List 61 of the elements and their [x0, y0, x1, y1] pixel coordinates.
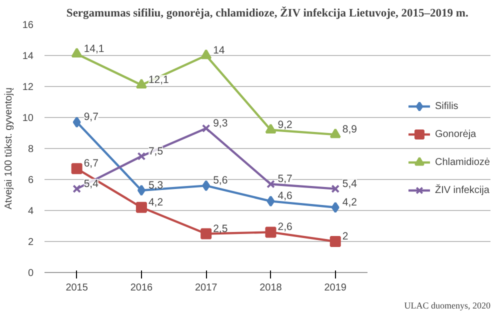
data-label: 5,4: [342, 178, 358, 190]
data-label: 4,2: [148, 196, 164, 208]
legend-label: Sifilis: [434, 100, 458, 112]
chart-title: Sergamumas sifiliu, gonorėja, chlamidioze, ŽIV infekcija Lietuvoje, 2015–2019 m.: [66, 6, 468, 20]
y-tick-label: 6: [28, 175, 34, 186]
data-label: 2,5: [213, 222, 228, 235]
y-axis-title: Atvejai 100 tūkst. gyventojų: [3, 87, 14, 210]
data-label: 9,2: [278, 118, 292, 131]
text: ULAC duomenys, 2020: [404, 300, 491, 310]
legend-label: Chlamidiozė: [434, 156, 490, 168]
point: [265, 124, 276, 134]
x-tick-label: 2016: [130, 282, 154, 294]
data-label: 5,4: [84, 178, 99, 190]
y-tick-label: 2: [28, 237, 34, 248]
data-label: 5,7: [278, 173, 292, 186]
x-tick-label: 2017: [194, 282, 218, 294]
data-label: 14: [213, 44, 225, 56]
point: [330, 128, 341, 138]
data-label: 6,7: [84, 158, 99, 170]
data-label: 4,6: [278, 190, 292, 202]
y-tick-label: 0: [28, 268, 34, 279]
data-label: 7,5: [148, 145, 164, 158]
point: [265, 226, 276, 238]
y-tick-label: 4: [28, 206, 34, 217]
x-tick-label: 2019: [324, 282, 347, 294]
data-label: 9,3: [213, 117, 228, 130]
y-tick-label: 12: [22, 82, 34, 93]
point: [202, 180, 210, 192]
x-tick-label: 2015: [66, 282, 88, 294]
point: [71, 163, 82, 174]
data-label: 12,1: [148, 74, 170, 86]
data-label: 2,6: [278, 221, 292, 234]
point: [200, 228, 212, 240]
point: [202, 124, 210, 133]
data-label: 14,1: [84, 42, 104, 55]
legend-label: Gonorėja: [434, 128, 476, 140]
data-label: 2: [342, 230, 348, 242]
point: [266, 196, 275, 207]
point: [266, 180, 275, 188]
legend-label: ŽIV infekcija: [434, 184, 490, 196]
point: [330, 236, 341, 247]
point: [331, 184, 340, 193]
point: [71, 48, 82, 58]
point: [136, 202, 147, 213]
y-tick-label: 8: [28, 144, 34, 155]
point: [137, 184, 146, 196]
point: [136, 78, 147, 89]
point: [72, 184, 81, 193]
data-label: 9,7: [84, 111, 99, 124]
point: [137, 152, 146, 160]
y-tick-label: 10: [22, 113, 34, 124]
point: [200, 49, 212, 60]
point: [72, 116, 81, 128]
data-label: 8,9: [342, 124, 358, 136]
y-tick-label: 16: [22, 20, 34, 31]
y-tick-label: 14: [22, 51, 34, 62]
data-label: 4,2: [342, 196, 358, 208]
x-tick-label: 2018: [260, 282, 282, 294]
point: [331, 202, 340, 213]
data-label: 5,3: [148, 179, 164, 192]
data-label: 5,6: [213, 174, 228, 187]
